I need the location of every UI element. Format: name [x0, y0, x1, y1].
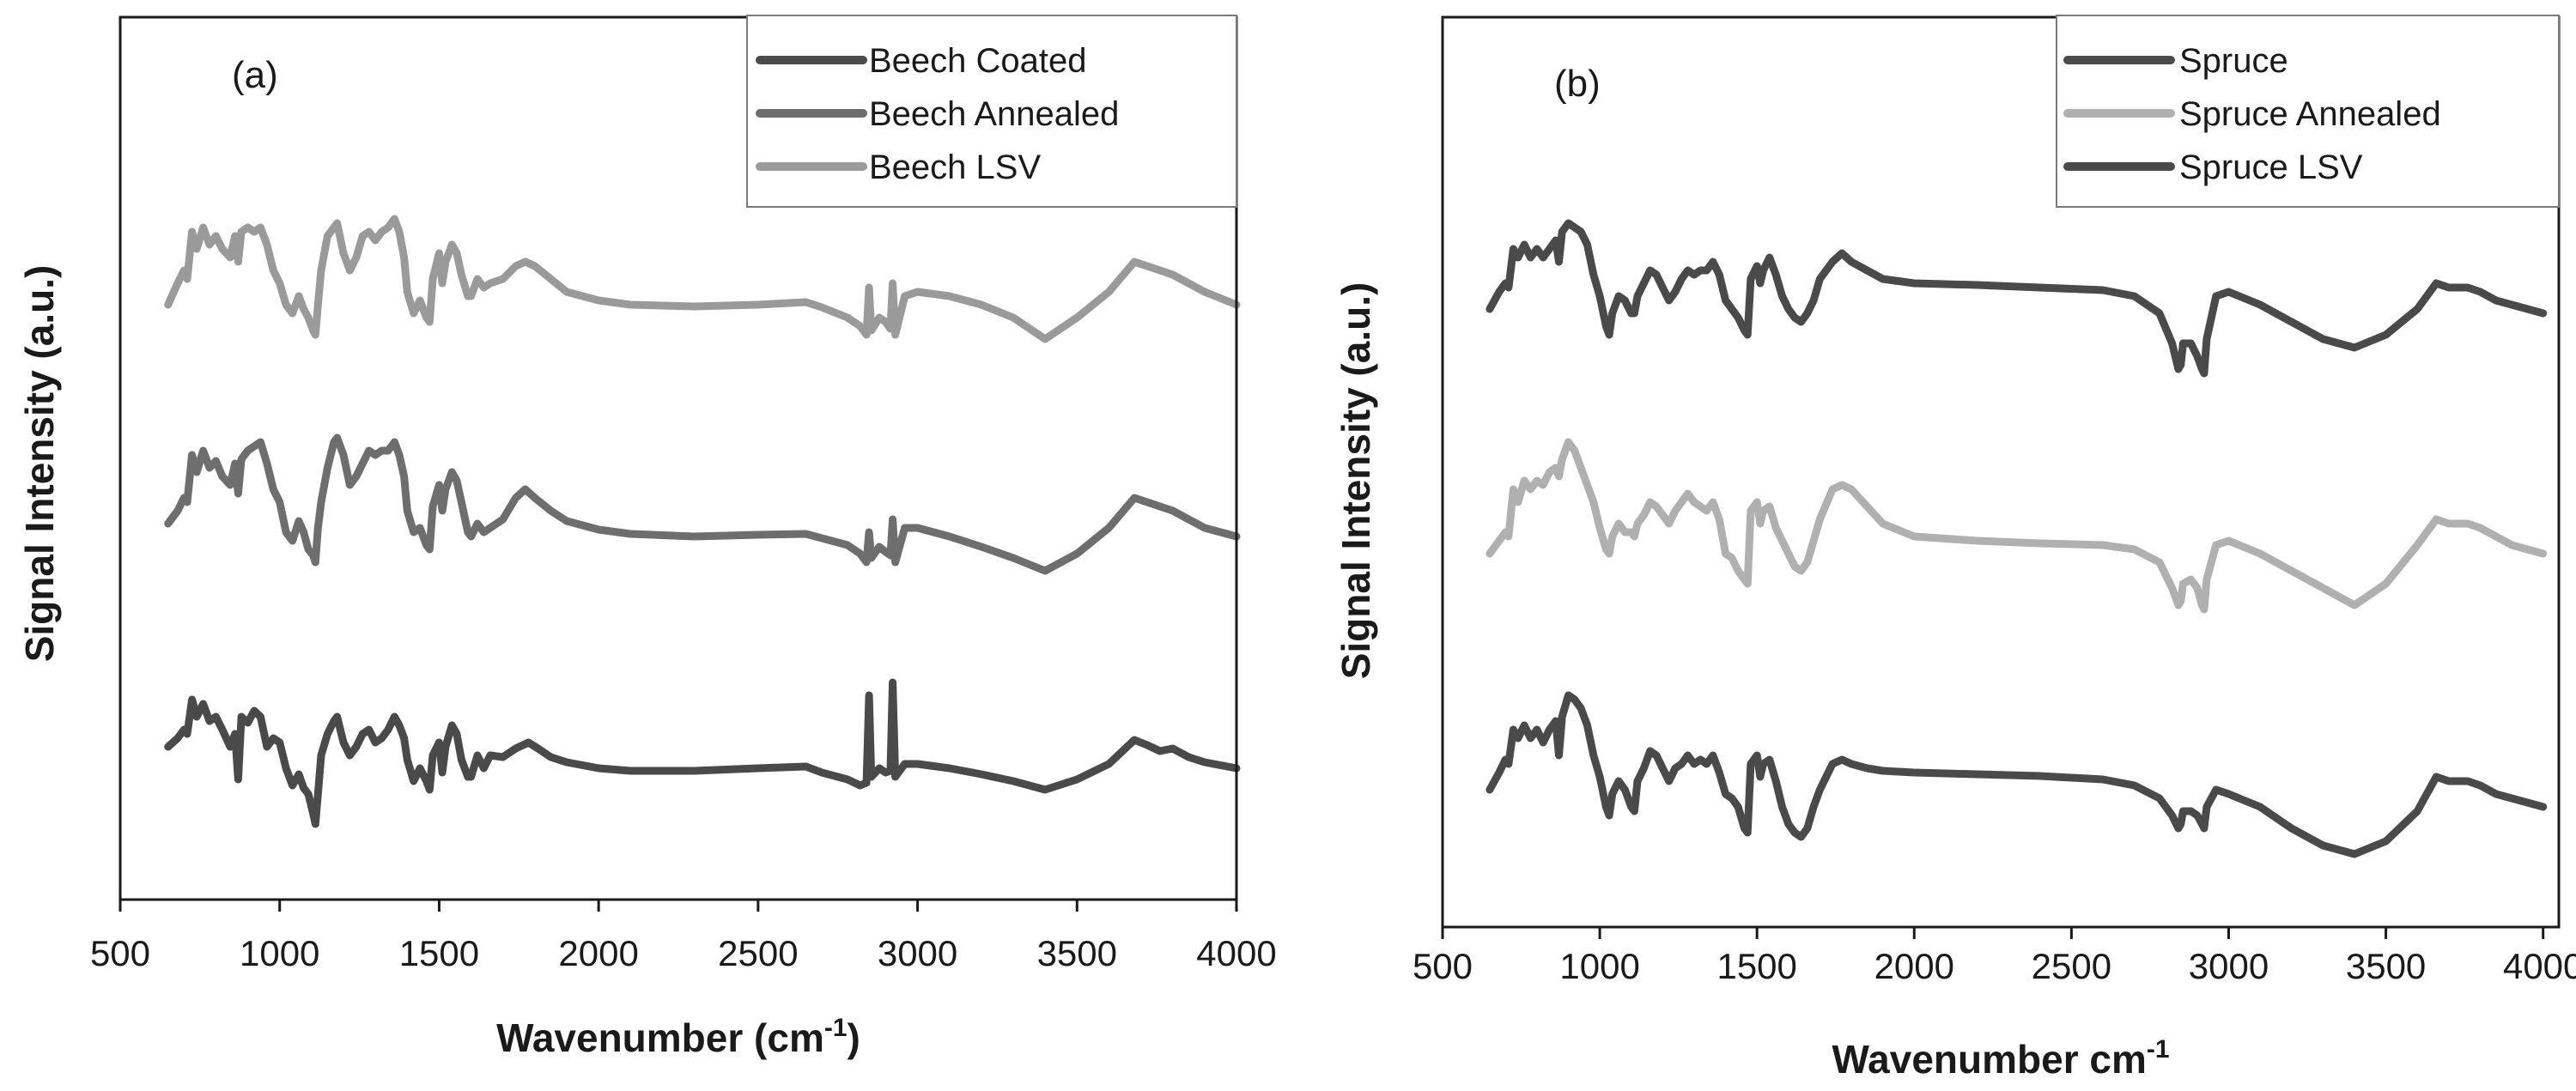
x-tick-label-b-3000: 3000 [2189, 946, 2269, 986]
x-axis-ticks-b: 500 1000 1500 2000 2500 3000 3500 4000 [1413, 927, 2576, 986]
x-axis-title-a: Wavenumber (cm-1) [496, 1014, 860, 1060]
series-line-a-beech-lsv [164, 215, 1241, 343]
x-tick-label-b-1000: 1000 [1559, 946, 1639, 986]
panel-label-a: (a) [232, 54, 278, 96]
chart-panel-a: Signal Intensity (a.u.) 500 1000 1500 2000 2… [17, 15, 1277, 1060]
x-axis-title-a-suffix: ) [848, 1015, 860, 1060]
legend-b: Spruce Spruce Annealed Spruce LSV [2056, 15, 2560, 208]
x-tick-label-a-2500: 2500 [718, 933, 798, 973]
plot-area-b [1485, 219, 2548, 858]
x-tick-label-a-3500: 3500 [1037, 933, 1117, 973]
x-tick-label-a-2000: 2000 [558, 933, 638, 973]
axis-frame-a [118, 15, 1238, 901]
x-tick-label-a-3000: 3000 [878, 933, 957, 973]
series-line-b-spruce-annealed [1485, 438, 2548, 614]
x-tick-label-a-4000: 4000 [1196, 933, 1276, 973]
legend-label-b-2: Spruce LSV [2179, 148, 2363, 186]
legend-label-a-1: Beech Annealed [869, 95, 1119, 133]
x-tick-label-b-4000: 4000 [2503, 946, 2576, 986]
x-axis-title-b: Wavenumber cm-1 [1832, 1035, 2169, 1082]
chart-panel-b: Signal Intensity (a.u.) 500 1000 1500 2000 2… [1334, 15, 2576, 1082]
panel-label-b: (b) [1554, 63, 1601, 105]
x-tick-label-a-1500: 1500 [399, 933, 479, 973]
x-tick-label-a-1000: 1000 [240, 933, 319, 973]
legend-a: Beech Coated Beech Annealed Beech LSV [746, 15, 1237, 208]
x-tick-label-b-2500: 2500 [2032, 946, 2111, 986]
y-axis-title-b: Signal Intensity (a.u.) [1334, 282, 1378, 680]
x-axis-title-b-sup: -1 [2147, 1035, 2170, 1064]
plot-area-a [164, 215, 1241, 828]
x-tick-label-b-2000: 2000 [1874, 946, 1954, 986]
legend-label-b-1: Spruce Annealed [2179, 95, 2441, 133]
legend-label-a-2: Beech LSV [869, 148, 1041, 186]
x-axis-ticks-a: 500 1000 1500 2000 2500 3000 3500 4000 [90, 900, 1277, 973]
legend-label-a-0: Beech Coated [869, 42, 1087, 80]
x-axis-title-a-sup: -1 [824, 1014, 848, 1042]
y-axis-title-a: Signal Intensity (a.u.) [17, 265, 62, 663]
x-tick-label-b-500: 500 [1413, 946, 1473, 986]
series-line-b-spruce [1485, 691, 2548, 858]
series-line-a-beech-annealed [164, 433, 1241, 575]
series-line-b-spruce-lsv [1485, 219, 2548, 378]
x-tick-label-a-500: 500 [90, 933, 150, 973]
axis-frame-b [1441, 15, 2561, 929]
x-tick-label-b-3500: 3500 [2346, 946, 2426, 986]
x-axis-title-b-text: Wavenumber cm [1832, 1037, 2146, 1082]
legend-label-b-0: Spruce [2179, 42, 2288, 80]
series-line-a-beech-coated [164, 678, 1241, 828]
x-tick-label-b-1500: 1500 [1716, 946, 1796, 986]
x-axis-title-a-text: Wavenumber (cm [496, 1015, 824, 1060]
